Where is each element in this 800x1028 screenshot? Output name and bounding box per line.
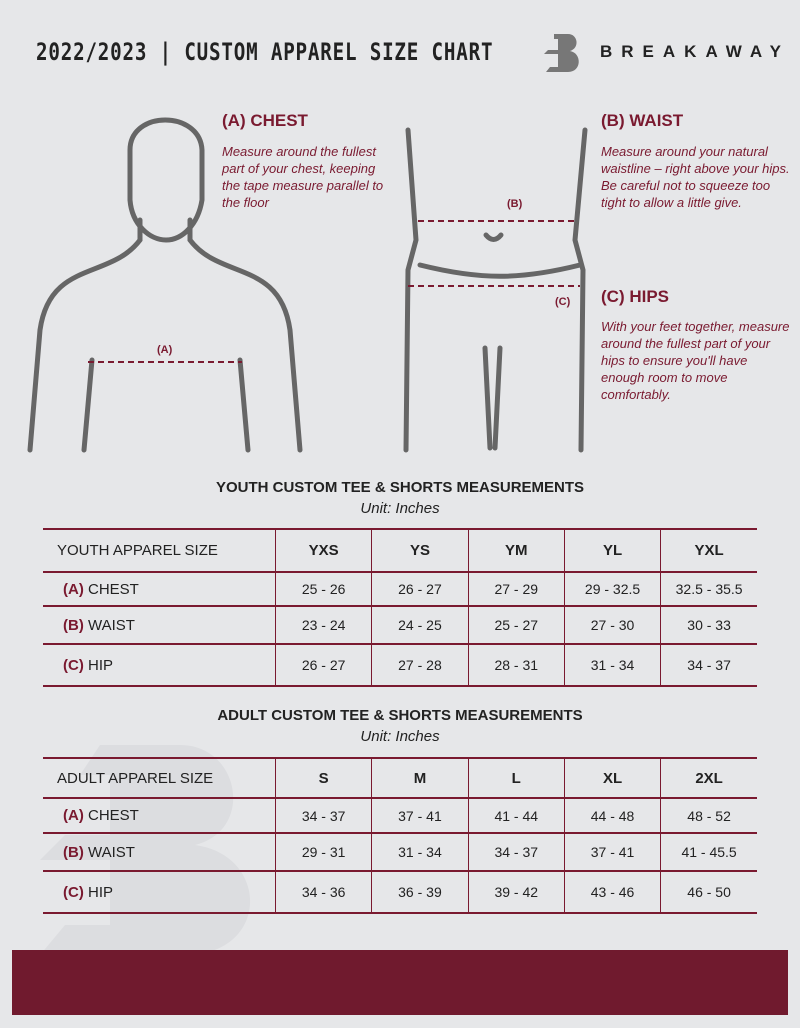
table-cell: 37 - 41 <box>371 797 469 834</box>
table-cell: 29 - 31 <box>274 832 372 872</box>
row-label: WAIST <box>88 843 135 861</box>
table-header-row: YOUTH APPAREL SIZE YXS YS YM YL YXL <box>43 528 757 573</box>
table-cell: 27 - 30 <box>563 605 661 645</box>
row-letter: (A) <box>63 580 84 598</box>
size-header: XL <box>563 757 661 799</box>
table-cell: 27 - 29 <box>467 571 565 607</box>
row-letter: (C) <box>63 883 84 901</box>
youth-unit: Unit: Inches <box>360 500 440 517</box>
body-figures <box>27 117 588 453</box>
table-cell: 44 - 48 <box>563 797 661 834</box>
size-header: YL <box>563 528 661 573</box>
table-cell: 34 - 36 <box>274 870 372 914</box>
table-cell: 39 - 42 <box>467 870 565 914</box>
waist-marker: (B) <box>507 198 523 210</box>
table-cell: 41 - 44 <box>467 797 565 834</box>
row-letter: (C) <box>63 656 84 674</box>
table-cell: 31 - 34 <box>371 832 469 872</box>
lower-body-figure <box>403 127 588 453</box>
table-cell: 34 - 37 <box>467 832 565 872</box>
chest-description: Measure around the fullest part of your … <box>222 144 384 210</box>
table-row: (A) CHEST 25 - 26 26 - 27 27 - 29 29 - 3… <box>43 571 757 607</box>
hips-marker: (C) <box>555 296 571 308</box>
table-row: (A) CHEST 34 - 37 37 - 41 41 - 44 44 - 4… <box>43 797 757 834</box>
table-row: (B) WAIST 23 - 24 24 - 25 25 - 27 27 - 3… <box>43 605 757 645</box>
adult-size-table: ADULT APPAREL SIZE S M L XL 2XL (A) CHES… <box>43 757 757 914</box>
breakaway-logo-icon <box>544 34 579 72</box>
adult-section-title: ADULT CUSTOM TEE & SHORTS MEASUREMENTS <box>217 707 583 724</box>
youth-size-table: YOUTH APPAREL SIZE YXS YS YM YL YXL (A) … <box>43 528 757 687</box>
table-row: (C) HIP 34 - 36 36 - 39 39 - 42 43 - 46 … <box>43 870 757 914</box>
table-cell: 34 - 37 <box>274 797 372 834</box>
size-header: L <box>467 757 565 799</box>
table-cell: 46 - 50 <box>660 870 757 914</box>
table-cell: 23 - 24 <box>274 605 372 645</box>
youth-size-label: YOUTH APPAREL SIZE <box>43 528 276 573</box>
table-cell: 28 - 31 <box>467 643 565 687</box>
row-letter: (B) <box>63 843 84 861</box>
size-header: M <box>371 757 469 799</box>
waist-description: Measure around your natural waistline – … <box>601 144 790 210</box>
table-cell: 26 - 27 <box>274 643 372 687</box>
table-row: (C) HIP 26 - 27 27 - 28 28 - 31 31 - 34 … <box>43 643 757 687</box>
chest-heading: (A) CHEST <box>222 111 308 130</box>
table-row: (B) WAIST 29 - 31 31 - 34 34 - 37 37 - 4… <box>43 832 757 872</box>
table-cell: 36 - 39 <box>371 870 469 914</box>
row-letter: (B) <box>63 616 84 634</box>
row-label: HIP <box>88 656 114 674</box>
youth-section-title: YOUTH CUSTOM TEE & SHORTS MEASUREMENTS <box>215 479 585 496</box>
row-label: CHEST <box>88 807 139 824</box>
hips-heading: (C) HIPS <box>601 287 669 306</box>
footer-bar <box>12 950 788 1015</box>
row-label: CHEST <box>88 580 139 598</box>
table-header-row: ADULT APPAREL SIZE S M L XL 2XL <box>43 757 757 799</box>
table-cell: 37 - 41 <box>563 832 661 872</box>
size-header: YS <box>371 528 469 573</box>
hips-description: With your feet together, measure around … <box>601 319 790 402</box>
size-header: YXS <box>274 528 372 573</box>
table-cell: 31 - 34 <box>563 643 661 687</box>
size-header: S <box>274 757 372 799</box>
row-label: WAIST <box>88 616 135 634</box>
adult-size-label: ADULT APPAREL SIZE <box>43 757 276 799</box>
table-cell: 41 - 45.5 <box>660 832 757 872</box>
table-cell: 25 - 26 <box>274 571 372 607</box>
size-header: YXL <box>660 528 757 573</box>
table-cell: 48 - 52 <box>660 797 757 834</box>
table-cell: 30 - 33 <box>660 605 757 645</box>
table-cell: 27 - 28 <box>371 643 469 687</box>
upper-body-figure <box>27 117 303 453</box>
table-cell: 29 - 32.5 <box>563 571 661 607</box>
chest-marker: (A) <box>157 344 173 356</box>
waist-heading: (B) WAIST <box>601 111 684 130</box>
row-label: HIP <box>88 883 114 901</box>
row-letter: (A) <box>63 807 84 824</box>
page-title: 2022/2023 | CUSTOM APPAREL SIZE CHART <box>36 38 494 66</box>
brand-name: BREAKAWAY <box>600 42 790 61</box>
table-cell: 24 - 25 <box>371 605 469 645</box>
size-header: 2XL <box>660 757 757 799</box>
table-cell: 26 - 27 <box>371 571 469 607</box>
table-cell: 32.5 - 35.5 <box>660 571 757 607</box>
table-cell: 34 - 37 <box>660 643 757 687</box>
adult-unit: Unit: Inches <box>360 728 440 745</box>
size-header: YM <box>467 528 565 573</box>
table-cell: 43 - 46 <box>563 870 661 914</box>
table-cell: 25 - 27 <box>467 605 565 645</box>
